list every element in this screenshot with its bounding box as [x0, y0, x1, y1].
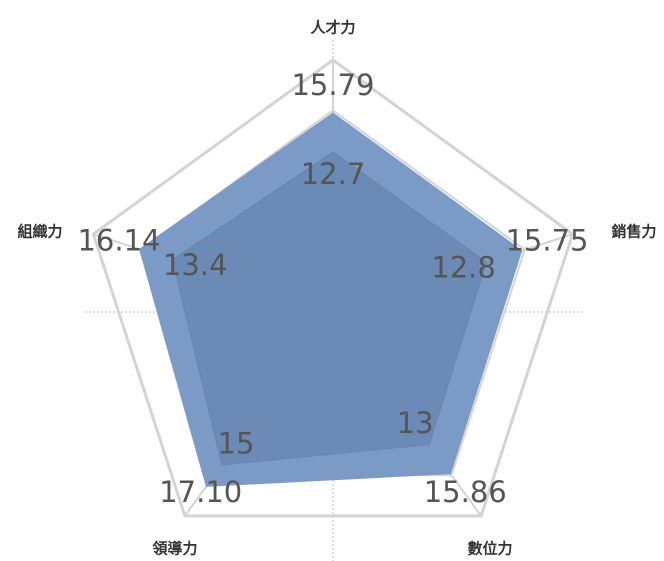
value-label: 13.4 — [163, 248, 228, 282]
value-label: 12.7 — [301, 157, 366, 191]
value-label: 15.75 — [505, 223, 588, 257]
value-label: 15.86 — [424, 475, 507, 509]
value-label: 15 — [218, 426, 255, 460]
value-label: 17.10 — [159, 475, 242, 509]
axis-label: 組織力 — [17, 223, 62, 241]
value-label: 16.14 — [77, 223, 160, 257]
value-label: 15.79 — [291, 68, 374, 102]
axis-label: 領導力 — [152, 540, 197, 558]
value-label: 12.8 — [431, 251, 496, 285]
value-label: 13 — [397, 406, 434, 440]
axis-label: 數位力 — [467, 540, 512, 558]
grid-ring — [91, 58, 575, 518]
axis-label: 人才力 — [310, 19, 355, 37]
series-area — [171, 151, 487, 466]
axis-label: 銷售力 — [611, 223, 656, 241]
